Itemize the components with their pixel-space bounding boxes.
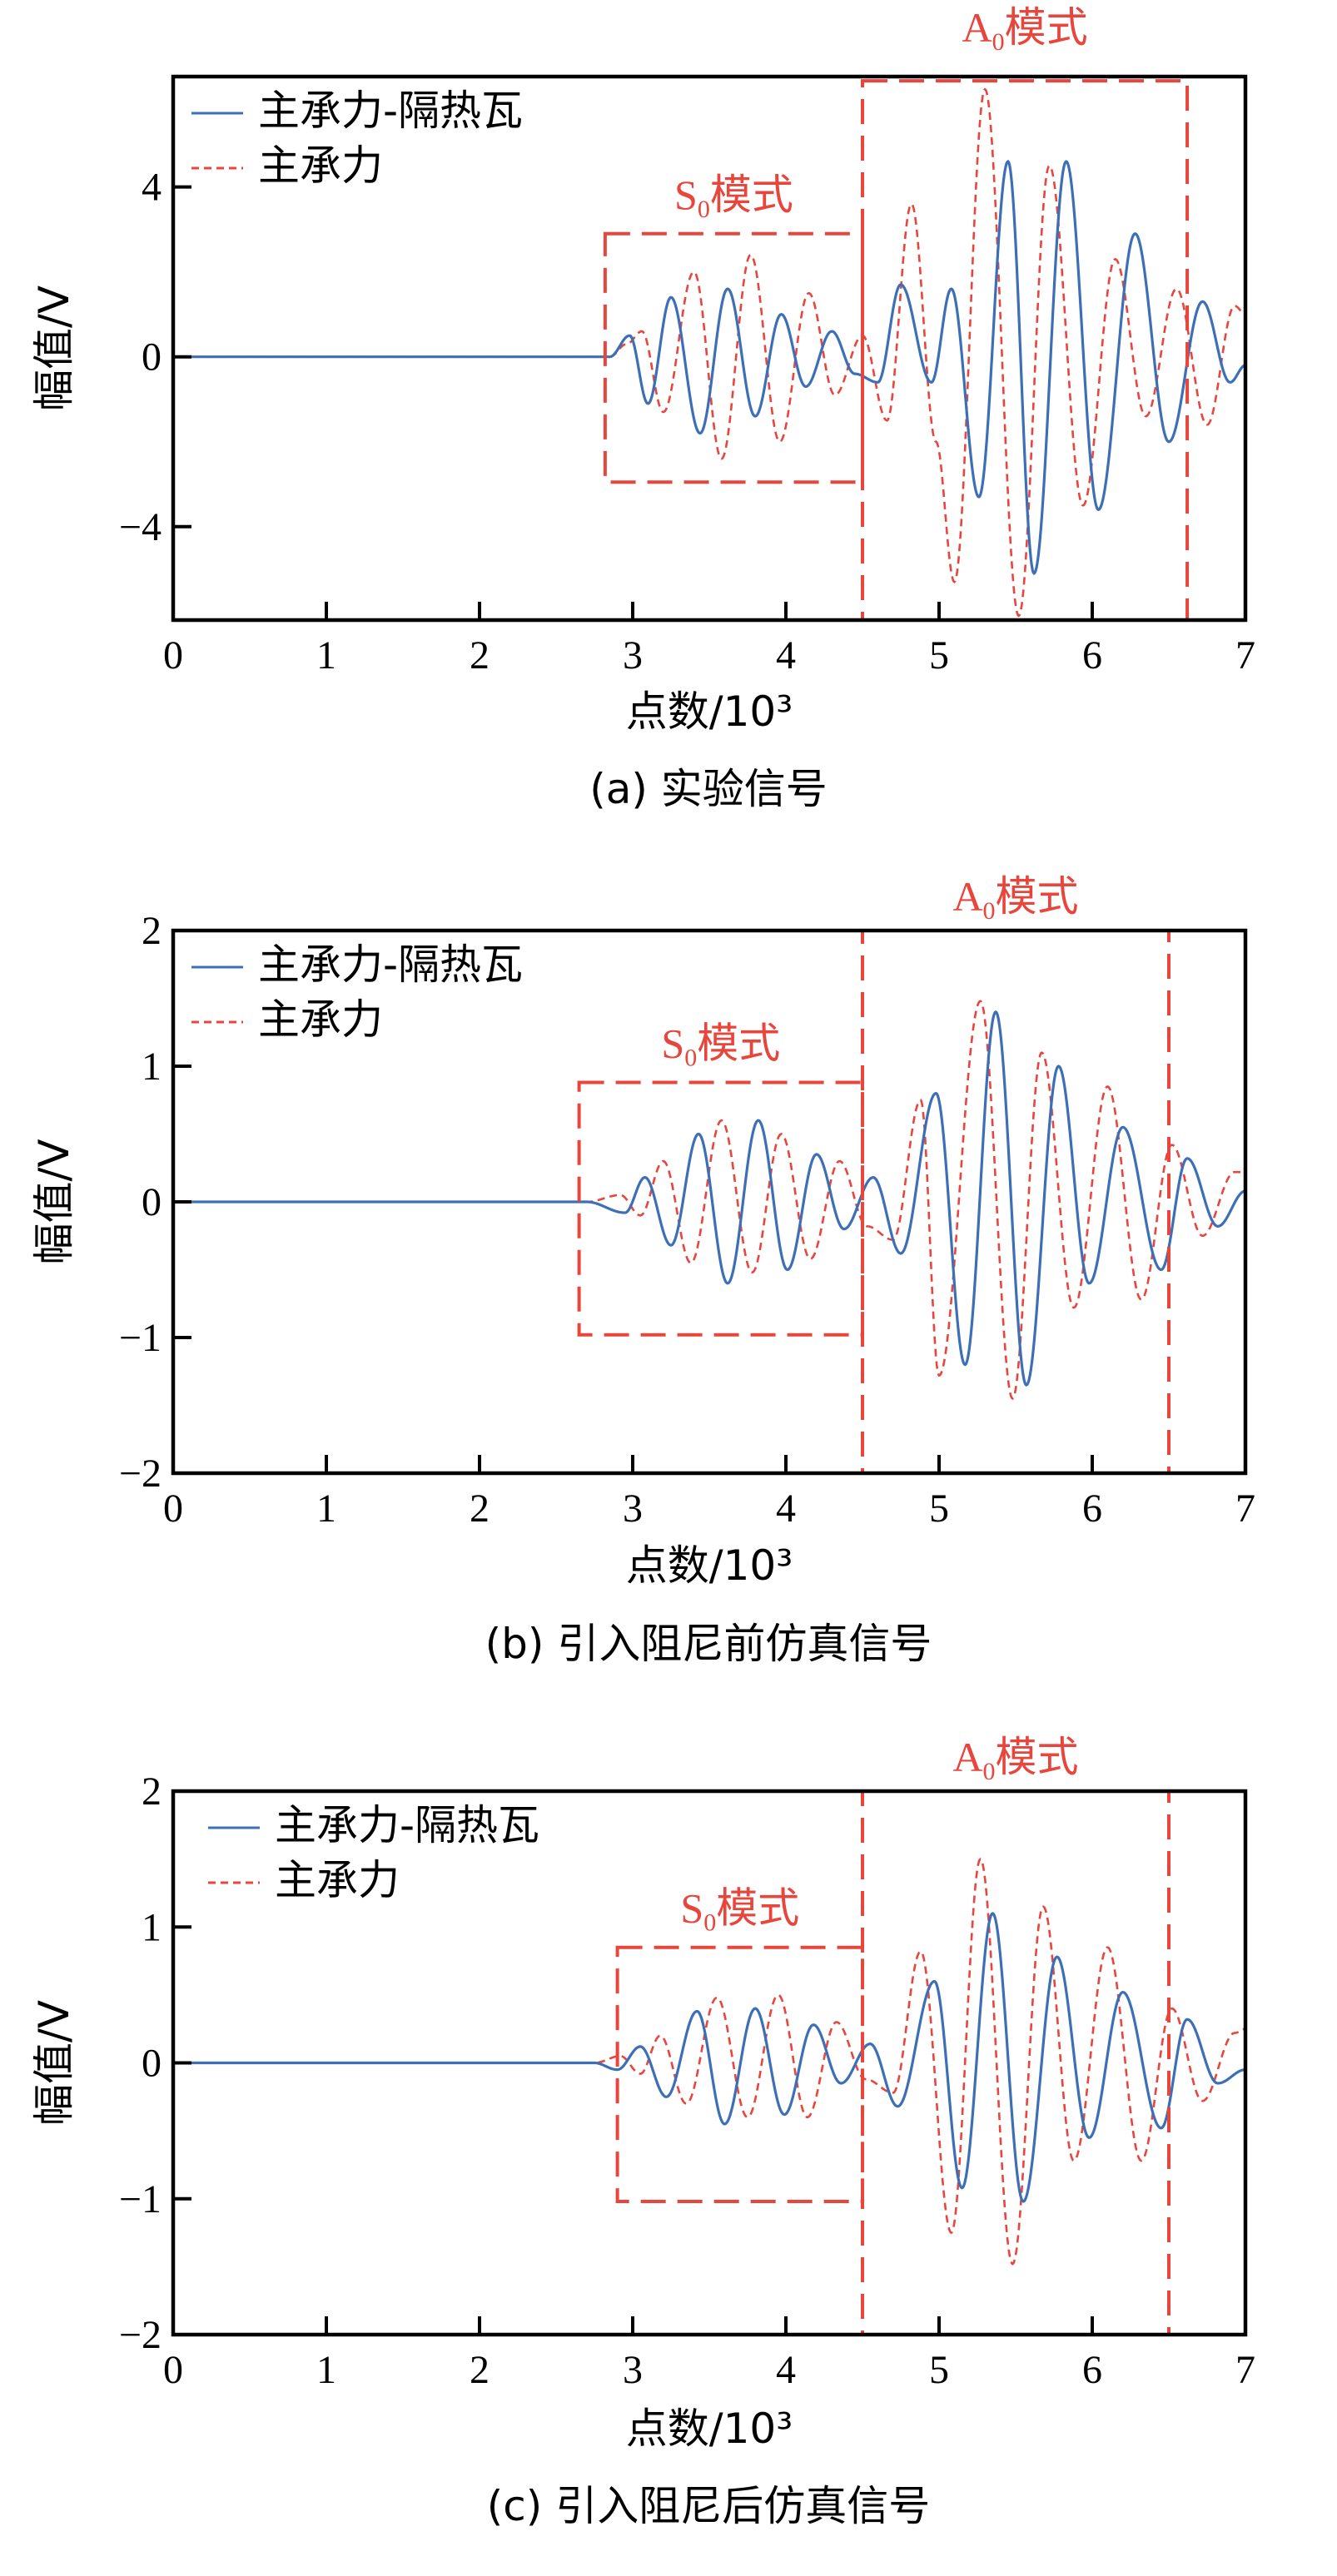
mode-label-s0: S0模式 [661, 1020, 780, 1072]
x-axis-title: 点数/10³ [626, 2405, 793, 2453]
legend-entry: 主承力 [258, 141, 383, 190]
legend-entry: 主承力 [258, 995, 383, 1044]
y-tick-label: 4 [142, 166, 162, 210]
x-tick-label: 7 [1235, 633, 1255, 678]
y-tick-label: −2 [119, 2313, 162, 2357]
axes-frame [171, 74, 1248, 623]
x-tick-label: 2 [470, 1487, 490, 1531]
series-line-main-load-tile [173, 1912, 1245, 2203]
y-axis-title: 幅值/V [30, 2000, 78, 2126]
y-axis-title: 幅值/V [30, 1139, 78, 1264]
x-tick-label: 0 [163, 2348, 183, 2392]
series-line-main-load-tile [173, 159, 1245, 576]
mode-label-a0: A0模式 [952, 1733, 1078, 1785]
x-tick-label: 0 [163, 633, 183, 678]
x-tick-label: 2 [470, 633, 490, 678]
y-tick-label: −1 [119, 1316, 162, 1360]
x-tick-label: 2 [470, 2348, 490, 2392]
y-tick-label: −1 [119, 2177, 162, 2221]
series-line-main-load-tile [173, 1010, 1245, 1387]
x-tick-label: 1 [316, 1487, 336, 1531]
legend-entry: 主承力 [275, 1856, 400, 1904]
x-tick-label: 1 [316, 633, 336, 678]
x-tick-label: 6 [1082, 633, 1102, 678]
x-tick-label: 5 [929, 1487, 949, 1531]
y-tick-label: 1 [142, 1045, 162, 1089]
mode-label-s0: S0模式 [674, 171, 793, 223]
legend-entry: 主承力-隔热瓦 [258, 941, 523, 989]
y-tick-label: −4 [119, 505, 162, 549]
x-tick-label: 3 [623, 1487, 643, 1531]
x-tick-label: 3 [623, 2348, 643, 2392]
chart-panel-0: S0模式 A0模式 0 1 2 3 4 5 6 7 4 0 −4 点数/10³ 幅值/V (a) 实验信号 主承… [30, 3, 1255, 813]
mode-label-a0: A0模式 [962, 3, 1087, 56]
panel-caption: (c) 引入阻尼后仿真信号 [487, 2482, 930, 2530]
y-tick-label: 0 [142, 2042, 162, 2086]
x-tick-label: 6 [1082, 2348, 1102, 2392]
x-tick-label: 0 [163, 1487, 183, 1531]
legend-entry: 主承力-隔热瓦 [258, 87, 523, 135]
panel-caption: (a) 实验信号 [589, 765, 828, 813]
x-axis-title: 点数/10³ [626, 1541, 793, 1590]
chart-panel-2: S0模式 A0模式 0 1 2 3 4 5 6 7 2 1 0 −1 −2 点数/10³ 幅值/V (c) 引入阻… [30, 1733, 1255, 2530]
mode-label-s0: S0模式 [680, 1884, 799, 1937]
chart-panel-1: S0模式 A0模式 0 1 2 3 4 5 6 7 2 1 0 −1 −2 点数/10³ 幅值/V (b) 引入阻… [30, 872, 1255, 1668]
panel-caption: (b) 引入阻尼前仿真信号 [485, 1620, 932, 1668]
mode-box-a0 [861, 79, 1190, 622]
y-tick-label: −2 [119, 1452, 162, 1496]
legend-entry: 主承力-隔热瓦 [275, 1801, 539, 1849]
x-tick-label: 7 [1235, 2348, 1255, 2392]
x-tick-label: 1 [316, 2348, 336, 2392]
y-tick-label: 2 [142, 1769, 162, 1814]
x-tick-label: 4 [776, 633, 796, 678]
mode-box-s0 [577, 1080, 864, 1337]
y-tick-label: 0 [142, 335, 162, 380]
x-tick-label: 5 [929, 633, 949, 678]
x-axis-title: 点数/10³ [626, 687, 793, 736]
x-tick-label: 4 [776, 2348, 796, 2392]
plot-area [173, 1000, 1245, 1400]
x-tick-label: 7 [1235, 1487, 1255, 1531]
y-tick-label: 1 [142, 1905, 162, 1949]
x-tick-label: 3 [623, 633, 643, 678]
y-tick-label: 2 [142, 909, 162, 953]
x-tick-label: 4 [776, 1487, 796, 1531]
mode-label-a0: A0模式 [952, 872, 1078, 925]
y-tick-label: 0 [142, 1180, 162, 1224]
x-tick-label: 5 [929, 2348, 949, 2392]
y-axis-title: 幅值/V [30, 285, 78, 411]
x-tick-label: 6 [1082, 1487, 1102, 1531]
plot-area [173, 1857, 1245, 2266]
plot-area [173, 87, 1245, 618]
